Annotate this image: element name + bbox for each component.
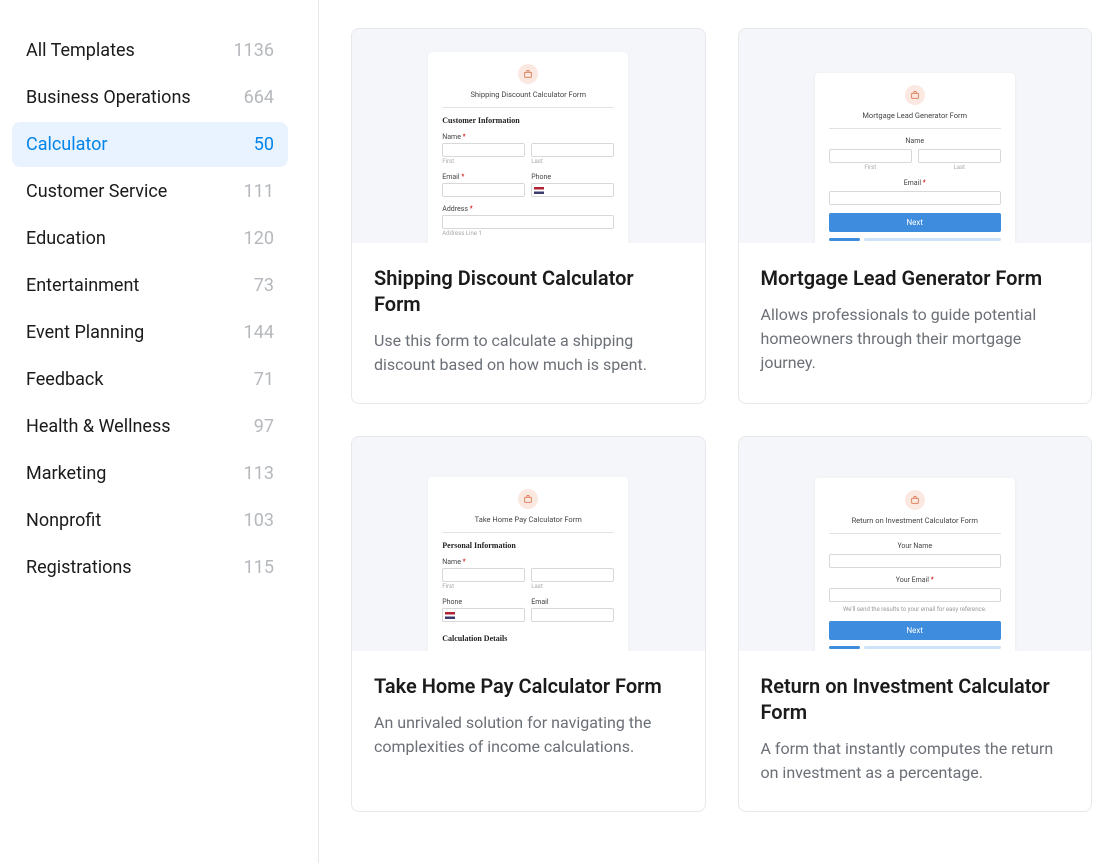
sidebar-item-customer-service[interactable]: Customer Service 111 <box>12 169 288 214</box>
card-title: Mortgage Lead Generator Form <box>761 265 1070 291</box>
sidebar-item-count: 71 <box>254 369 274 390</box>
sidebar-item-health-wellness[interactable]: Health & Wellness 97 <box>12 404 288 449</box>
sidebar-item-count: 144 <box>244 322 274 343</box>
card-body: Return on Investment Calculator Form A fo… <box>739 651 1092 811</box>
briefcase-icon <box>518 64 538 84</box>
template-card[interactable]: Mortgage Lead Generator FormNameFirstLas… <box>738 28 1093 404</box>
sidebar-item-label: Nonprofit <box>26 510 101 531</box>
sidebar-item-count: 113 <box>244 463 274 484</box>
preview-title: Shipping Discount Calculator Form <box>442 90 614 99</box>
template-card[interactable]: Return on Investment Calculator FormYour… <box>738 436 1093 812</box>
card-preview-area: Take Home Pay Calculator FormPersonal In… <box>352 437 705 651</box>
card-preview-area: Return on Investment Calculator FormYour… <box>739 437 1092 651</box>
card-title: Shipping Discount Calculator Form <box>374 265 683 317</box>
sidebar-item-label: Feedback <box>26 369 103 390</box>
sidebar-item-label: Business Operations <box>26 87 191 108</box>
sidebar-item-count: 97 <box>254 416 274 437</box>
form-preview: Return on Investment Calculator FormYour… <box>815 478 1015 651</box>
sidebar-item-count: 1136 <box>234 40 274 61</box>
sidebar-item-label: Registrations <box>26 557 132 578</box>
form-preview: Take Home Pay Calculator FormPersonal In… <box>428 477 628 651</box>
card-description: Allows professionals to guide potential … <box>761 303 1070 375</box>
sidebar-item-count: 73 <box>254 275 274 296</box>
preview-section: Customer Information <box>442 116 614 125</box>
sidebar-item-label: All Templates <box>26 40 135 61</box>
card-description: An unrivaled solution for navigating the… <box>374 711 683 759</box>
sidebar-item-feedback[interactable]: Feedback 71 <box>12 357 288 402</box>
sidebar-item-label: Marketing <box>26 463 106 484</box>
briefcase-icon <box>905 490 925 510</box>
sidebar-item-count: 120 <box>244 228 274 249</box>
template-card[interactable]: Shipping Discount Calculator Form Custome… <box>351 28 706 404</box>
card-body: Mortgage Lead Generator Form Allows profe… <box>739 243 1092 401</box>
briefcase-icon <box>905 85 925 105</box>
sidebar-item-label: Event Planning <box>26 322 144 343</box>
card-body: Take Home Pay Calculator Form An unrivale… <box>352 651 705 785</box>
sidebar-item-calculator[interactable]: Calculator 50 <box>12 122 288 167</box>
card-description: Use this form to calculate a shipping di… <box>374 329 683 377</box>
card-description: A form that instantly computes the retur… <box>761 737 1070 785</box>
form-preview: Shipping Discount Calculator Form Custome… <box>428 52 628 243</box>
briefcase-icon <box>518 489 538 509</box>
card-preview-area: Mortgage Lead Generator FormNameFirstLas… <box>739 29 1092 243</box>
sidebar-item-label: Customer Service <box>26 181 167 202</box>
sidebar-item-business-operations[interactable]: Business Operations 664 <box>12 75 288 120</box>
sidebar-item-entertainment[interactable]: Entertainment 73 <box>12 263 288 308</box>
card-title: Take Home Pay Calculator Form <box>374 673 683 699</box>
sidebar-item-count: 664 <box>244 87 274 108</box>
sidebar-item-education[interactable]: Education 120 <box>12 216 288 261</box>
card-preview-area: Shipping Discount Calculator Form Custome… <box>352 29 705 243</box>
sidebar-item-marketing[interactable]: Marketing 113 <box>12 451 288 496</box>
sidebar-item-label: Education <box>26 228 106 249</box>
sidebar-item-count: 111 <box>244 181 274 202</box>
sidebar-item-registrations[interactable]: Registrations 115 <box>12 545 288 590</box>
vertical-divider <box>318 0 319 863</box>
sidebar-item-count: 103 <box>244 510 274 531</box>
sidebar-item-all-templates[interactable]: All Templates 1136 <box>12 28 288 73</box>
template-grid: Shipping Discount Calculator Form Custome… <box>351 0 1116 863</box>
sidebar-item-label: Health & Wellness <box>26 416 171 437</box>
category-sidebar: All Templates 1136 Business Operations 664 C… <box>0 0 300 863</box>
template-card[interactable]: Take Home Pay Calculator FormPersonal In… <box>351 436 706 812</box>
sidebar-item-count: 50 <box>254 134 274 155</box>
card-title: Return on Investment Calculator Form <box>761 673 1070 725</box>
sidebar-item-label: Calculator <box>26 134 107 155</box>
preview-next-button: Next <box>829 213 1001 232</box>
sidebar-item-nonprofit[interactable]: Nonprofit 103 <box>12 498 288 543</box>
form-preview: Mortgage Lead Generator FormNameFirstLas… <box>815 73 1015 243</box>
sidebar-item-event-planning[interactable]: Event Planning 144 <box>12 310 288 355</box>
sidebar-item-count: 115 <box>244 557 274 578</box>
card-body: Shipping Discount Calculator Form Use thi… <box>352 243 705 403</box>
sidebar-item-label: Entertainment <box>26 275 139 296</box>
